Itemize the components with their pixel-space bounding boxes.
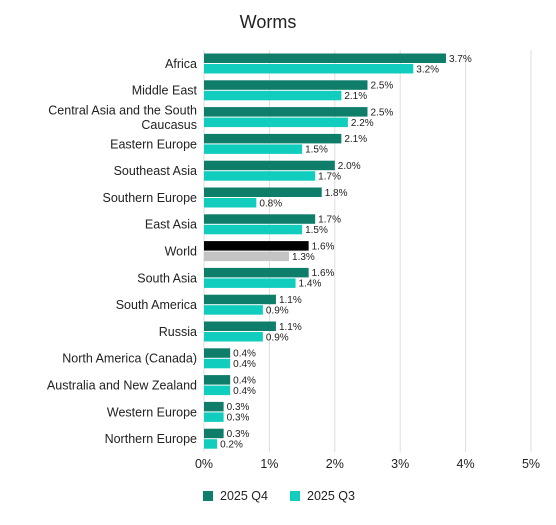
- bar-q4: [204, 80, 368, 90]
- bar-q3: [204, 117, 348, 128]
- bar-q4: [204, 187, 322, 197]
- bar-q4: [204, 53, 446, 63]
- bars: [204, 53, 446, 449]
- category-label: Central Asia and the South: [48, 103, 197, 117]
- category-label: Russia: [159, 325, 197, 339]
- bar-q3: [204, 90, 342, 101]
- data-label: 2.1%: [344, 91, 367, 102]
- bar-q3: [204, 439, 218, 449]
- category-label: South America: [116, 298, 197, 312]
- data-label: 0.9%: [266, 306, 289, 317]
- bar-q4: [204, 133, 342, 144]
- x-axis-ticks: 0% 1% 2% 3% 4% 5%: [195, 457, 540, 471]
- bar-q3: [204, 144, 303, 154]
- bar-q4: [204, 107, 368, 117]
- bar-q3: [204, 278, 296, 288]
- category-label: Eastern Europe: [110, 137, 197, 151]
- x-tick-label: 2%: [326, 457, 344, 471]
- category-label: Southern Europe: [102, 191, 197, 205]
- category-label: Southeast Asia: [114, 164, 197, 178]
- data-labels: 3.7%3.2%2.5%2.1%2.5%2.2%2.1%1.5%2.0%1.7%…: [220, 54, 472, 451]
- category-label: North America (Canada): [62, 352, 197, 366]
- data-label: 2.2%: [351, 118, 374, 129]
- bar-q3: [204, 358, 231, 369]
- grid-lines: [203, 50, 532, 452]
- data-label: 3.7%: [449, 54, 472, 65]
- legend: 2025 Q4 2025 Q3: [203, 489, 355, 503]
- data-label: 2.5%: [371, 107, 394, 118]
- bar-q3: [204, 64, 414, 74]
- bar-q3: [204, 198, 257, 208]
- bar-q4: [204, 241, 309, 251]
- bar-q3: [204, 224, 303, 235]
- category-label: World: [165, 245, 197, 259]
- data-label: 1.1%: [279, 322, 302, 333]
- x-tick-label: 1%: [260, 457, 278, 471]
- data-label: 2.1%: [344, 134, 367, 145]
- data-label: 0.9%: [266, 332, 289, 343]
- data-label: 0.4%: [233, 386, 256, 397]
- legend-swatch: [203, 491, 213, 501]
- bar-q4: [204, 294, 276, 305]
- data-label: 1.8%: [325, 188, 348, 199]
- data-label: 1.7%: [318, 172, 341, 183]
- category-labels: Africa Middle East Central Asia and the So…: [47, 57, 198, 446]
- data-label: 1.1%: [279, 295, 302, 306]
- data-label: 0.8%: [259, 198, 282, 209]
- x-tick-label: 5%: [522, 457, 540, 471]
- legend-swatch: [290, 491, 300, 501]
- category-label: Africa: [165, 57, 197, 71]
- category-label: Caucasus: [141, 118, 197, 132]
- bar-q4: [204, 214, 316, 224]
- bar-q4: [204, 348, 231, 358]
- data-label: 0.4%: [233, 349, 256, 360]
- data-label: 2.5%: [371, 81, 394, 92]
- data-label: 1.6%: [312, 241, 335, 252]
- data-label: 1.7%: [318, 215, 341, 226]
- bar-q4: [204, 428, 224, 439]
- bar-q3: [204, 171, 316, 181]
- x-tick-label: 3%: [391, 457, 409, 471]
- data-label: 1.5%: [305, 145, 328, 156]
- bar-q4: [204, 160, 335, 171]
- data-label: 3.2%: [416, 64, 439, 75]
- data-label: 0.4%: [233, 375, 256, 386]
- data-label: 0.3%: [227, 429, 250, 440]
- data-label: 0.3%: [227, 413, 250, 424]
- data-label: 1.4%: [299, 279, 322, 290]
- bar-q4: [204, 401, 224, 412]
- category-label: South Asia: [137, 271, 197, 285]
- category-label: Australia and New Zealand: [47, 379, 197, 393]
- bar-q4: [204, 267, 309, 278]
- bar-q4: [204, 375, 231, 385]
- chart-title: Worms: [240, 12, 297, 32]
- bar-q3: [204, 385, 231, 396]
- category-label: Western Europe: [107, 405, 197, 419]
- bar-q3: [204, 332, 263, 342]
- data-label: 0.2%: [220, 440, 243, 451]
- category-label: East Asia: [145, 218, 197, 232]
- data-label: 1.3%: [292, 252, 315, 263]
- data-label: 1.6%: [312, 268, 335, 279]
- x-tick-label: 4%: [457, 457, 475, 471]
- category-label: Northern Europe: [105, 432, 197, 446]
- data-label: 0.3%: [227, 402, 250, 413]
- bar-q3: [204, 305, 263, 315]
- data-label: 1.5%: [305, 225, 328, 236]
- category-label: Middle East: [132, 84, 198, 98]
- data-label: 0.4%: [233, 359, 256, 370]
- legend-label: 2025 Q3: [307, 489, 355, 503]
- bar-q3: [204, 251, 290, 262]
- legend-label: 2025 Q4: [220, 489, 268, 503]
- data-label: 2.0%: [338, 161, 361, 172]
- x-tick-label: 0%: [195, 457, 213, 471]
- bar-q3: [204, 412, 224, 422]
- bar-q4: [204, 321, 276, 331]
